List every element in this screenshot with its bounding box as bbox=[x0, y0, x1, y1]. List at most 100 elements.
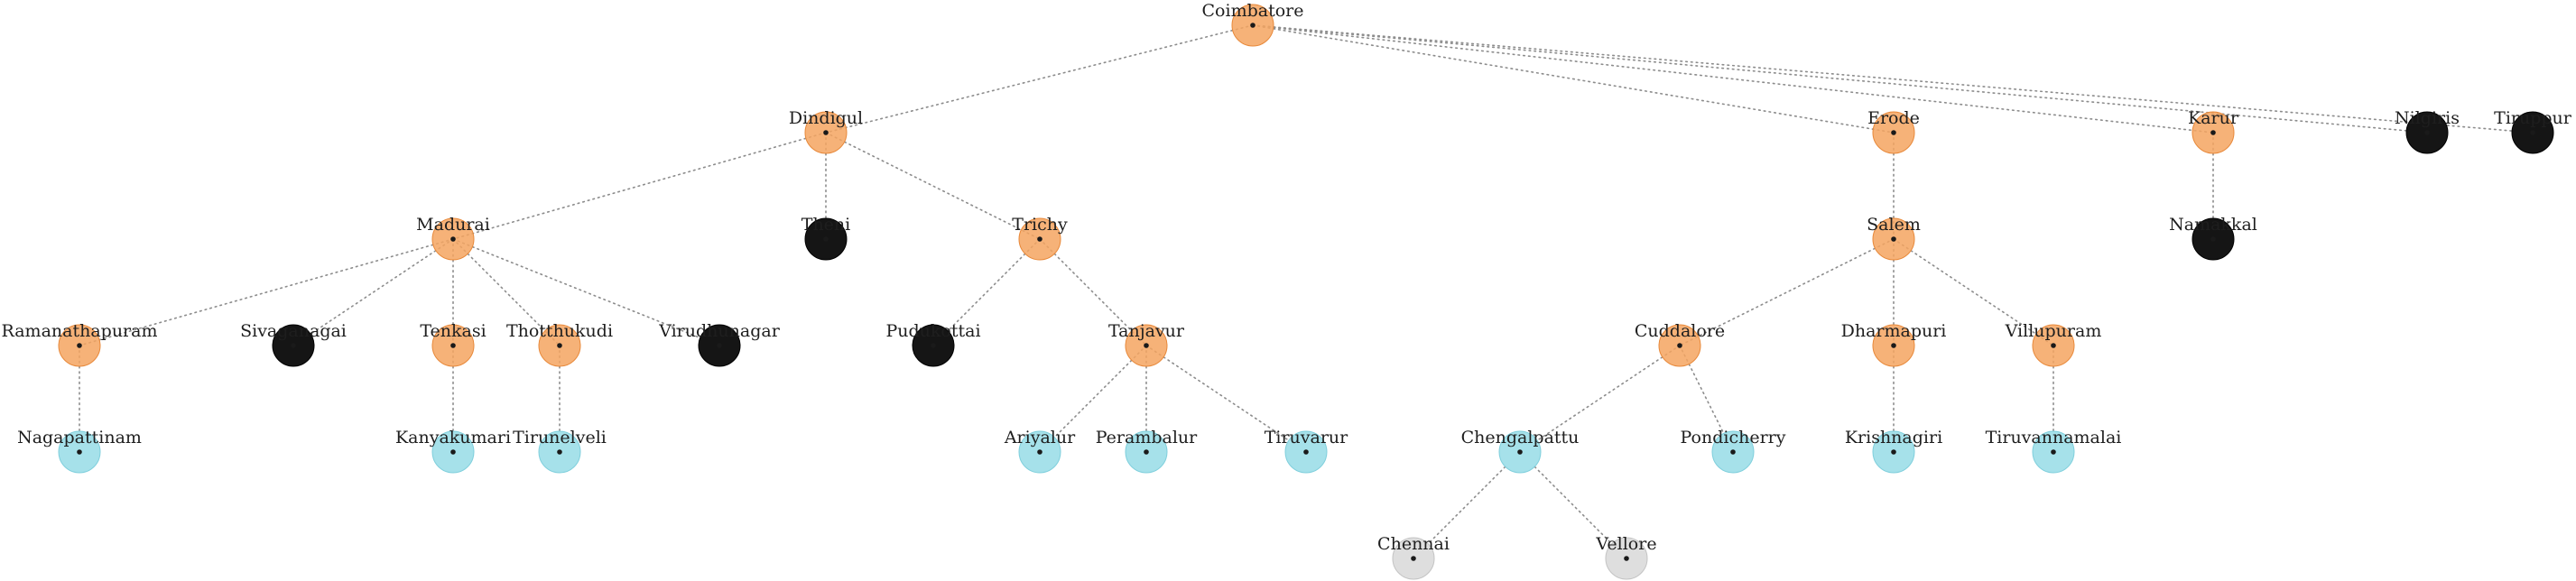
node-label-ramanathapuram: Ramanathapuram bbox=[1, 321, 157, 341]
node-center-dot bbox=[1517, 449, 1523, 455]
node-label-pondicherry: Pondicherry bbox=[1681, 428, 1786, 447]
node-dindigul[interactable]: Dindigul bbox=[789, 108, 863, 154]
node-cuddalore[interactable]: Cuddalore bbox=[1635, 321, 1725, 367]
edge-dindigul-to-madurai bbox=[452, 132, 827, 240]
node-label-perambalur: Perambalur bbox=[1096, 428, 1198, 447]
node-center-dot bbox=[2210, 236, 2216, 242]
node-label-kanyakumari: Kanyakumari bbox=[395, 428, 511, 447]
edge-tanjavur-to-tiruvarur bbox=[1145, 345, 1307, 453]
node-label-pudukottai: Pudukottai bbox=[885, 321, 980, 341]
node-center-dot bbox=[1891, 236, 1896, 242]
edge-trichy-to-pudukottai bbox=[932, 238, 1041, 346]
node-tiruvannamalai[interactable]: Tiruvannamalai bbox=[1986, 428, 2122, 474]
node-center-dot bbox=[291, 343, 296, 348]
node-thotthukudi[interactable]: Thotthukudi bbox=[506, 321, 613, 367]
node-label-tenkasi: Tenkasi bbox=[420, 321, 486, 341]
node-salem[interactable]: Salem bbox=[1867, 215, 1921, 261]
node-theni[interactable]: Theni bbox=[802, 215, 850, 261]
node-coimbatore[interactable]: Coimbatore bbox=[1202, 1, 1304, 47]
node-nilgiris[interactable]: Nilgiris bbox=[2395, 108, 2460, 154]
node-center-dot bbox=[557, 449, 562, 455]
node-chengalpattu[interactable]: Chengalpattu bbox=[1461, 428, 1580, 474]
node-label-tiruppur: Tiruppur bbox=[2494, 108, 2572, 128]
node-label-chengalpattu: Chengalpattu bbox=[1461, 428, 1580, 447]
edge-madurai-to-thotthukudi bbox=[452, 238, 561, 346]
node-center-dot bbox=[77, 343, 82, 348]
node-krishnagiri[interactable]: Krishnagiri bbox=[1845, 428, 1942, 474]
edge-salem-to-cuddalore bbox=[1679, 238, 1895, 346]
node-center-dot bbox=[1891, 449, 1896, 455]
node-virudhunagar[interactable]: Virudhunagar bbox=[658, 321, 781, 367]
node-center-dot bbox=[450, 449, 456, 455]
node-tiruvarur[interactable]: Tiruvarur bbox=[1265, 428, 1348, 474]
node-label-karur: Karur bbox=[2188, 108, 2239, 128]
node-villupuram[interactable]: Villupuram bbox=[2005, 321, 2102, 367]
node-dharmapuri[interactable]: Dharmapuri bbox=[1841, 321, 1947, 367]
node-center-dot bbox=[2051, 449, 2056, 455]
node-center-dot bbox=[1677, 343, 1682, 348]
node-label-coimbatore: Coimbatore bbox=[1202, 1, 1304, 21]
node-center-dot bbox=[1411, 556, 1416, 561]
node-label-nilgiris: Nilgiris bbox=[2395, 108, 2460, 128]
node-trichy[interactable]: Trichy bbox=[1012, 215, 1068, 261]
node-center-dot bbox=[450, 343, 456, 348]
node-center-dot bbox=[2051, 343, 2056, 348]
node-center-dot bbox=[1891, 130, 1896, 135]
node-label-namakkal: Namakkal bbox=[2169, 215, 2257, 235]
edge-madurai-to-sivaganagai bbox=[292, 238, 454, 346]
node-ariyalur[interactable]: Ariyalur bbox=[1004, 428, 1076, 474]
node-tenkasi[interactable]: Tenkasi bbox=[420, 321, 486, 367]
node-namakkal[interactable]: Namakkal bbox=[2169, 215, 2257, 261]
node-chennai[interactable]: Chennai bbox=[1377, 534, 1450, 580]
node-ramanathapuram[interactable]: Ramanathapuram bbox=[1, 321, 158, 367]
node-label-ariyalur: Ariyalur bbox=[1004, 428, 1076, 447]
node-center-dot bbox=[2530, 130, 2535, 135]
node-perambalur[interactable]: Perambalur bbox=[1096, 428, 1198, 474]
node-center-dot bbox=[1144, 343, 1149, 348]
node-sivaganagai[interactable]: Sivaganagai bbox=[240, 321, 347, 367]
node-karur[interactable]: Karur bbox=[2188, 108, 2239, 154]
node-center-dot bbox=[1624, 556, 1629, 561]
node-kanyakumari[interactable]: Kanyakumari bbox=[395, 428, 511, 474]
node-center-dot bbox=[1144, 449, 1149, 455]
node-center-dot bbox=[1037, 236, 1042, 242]
edge-tanjavur-to-ariyalur bbox=[1039, 345, 1147, 453]
node-label-madurai: Madurai bbox=[416, 215, 490, 235]
edge-coimbatore-to-erode bbox=[1252, 24, 1895, 134]
node-label-thotthukudi: Thotthukudi bbox=[506, 321, 613, 341]
node-pondicherry[interactable]: Pondicherry bbox=[1681, 428, 1786, 474]
node-label-tirunelveli: Tirunelveli bbox=[513, 428, 607, 447]
node-center-dot bbox=[1730, 449, 1736, 455]
node-tanjavur[interactable]: Tanjavur bbox=[1108, 321, 1185, 367]
node-label-salem: Salem bbox=[1867, 215, 1921, 235]
node-label-krishnagiri: Krishnagiri bbox=[1845, 428, 1942, 447]
node-label-trichy: Trichy bbox=[1012, 215, 1068, 235]
node-center-dot bbox=[717, 343, 722, 348]
edge-cuddalore-to-chengalpattu bbox=[1519, 345, 1681, 453]
node-label-tiruvannamalai: Tiruvannamalai bbox=[1986, 428, 2122, 447]
edge-madurai-to-virudhunagar bbox=[452, 238, 720, 346]
node-center-dot bbox=[450, 236, 456, 242]
node-center-dot bbox=[557, 343, 562, 348]
node-center-dot bbox=[1303, 449, 1309, 455]
node-label-tiruvarur: Tiruvarur bbox=[1265, 428, 1348, 447]
edge-chengalpattu-to-vellore bbox=[1519, 451, 1627, 559]
node-madurai[interactable]: Madurai bbox=[416, 215, 490, 261]
edge-coimbatore-to-tiruppur bbox=[1252, 24, 2534, 134]
edge-trichy-to-tanjavur bbox=[1039, 238, 1147, 346]
node-erode[interactable]: Erode bbox=[1867, 108, 1920, 154]
node-label-sivaganagai: Sivaganagai bbox=[240, 321, 347, 341]
node-label-cuddalore: Cuddalore bbox=[1635, 321, 1725, 341]
edge-coimbatore-to-dindigul bbox=[825, 24, 1254, 134]
node-center-dot bbox=[2424, 130, 2430, 135]
node-label-erode: Erode bbox=[1867, 108, 1920, 128]
node-nagapattinam[interactable]: Nagapattinam bbox=[17, 428, 142, 474]
node-center-dot bbox=[931, 343, 936, 348]
node-tiruppur[interactable]: Tiruppur bbox=[2494, 108, 2572, 154]
node-tirunelveli[interactable]: Tirunelveli bbox=[513, 428, 607, 474]
node-vellore[interactable]: Vellore bbox=[1595, 534, 1657, 580]
node-label-theni: Theni bbox=[802, 215, 850, 235]
node-pudukottai[interactable]: Pudukottai bbox=[885, 321, 981, 367]
edge-coimbatore-to-karur bbox=[1252, 24, 2214, 134]
